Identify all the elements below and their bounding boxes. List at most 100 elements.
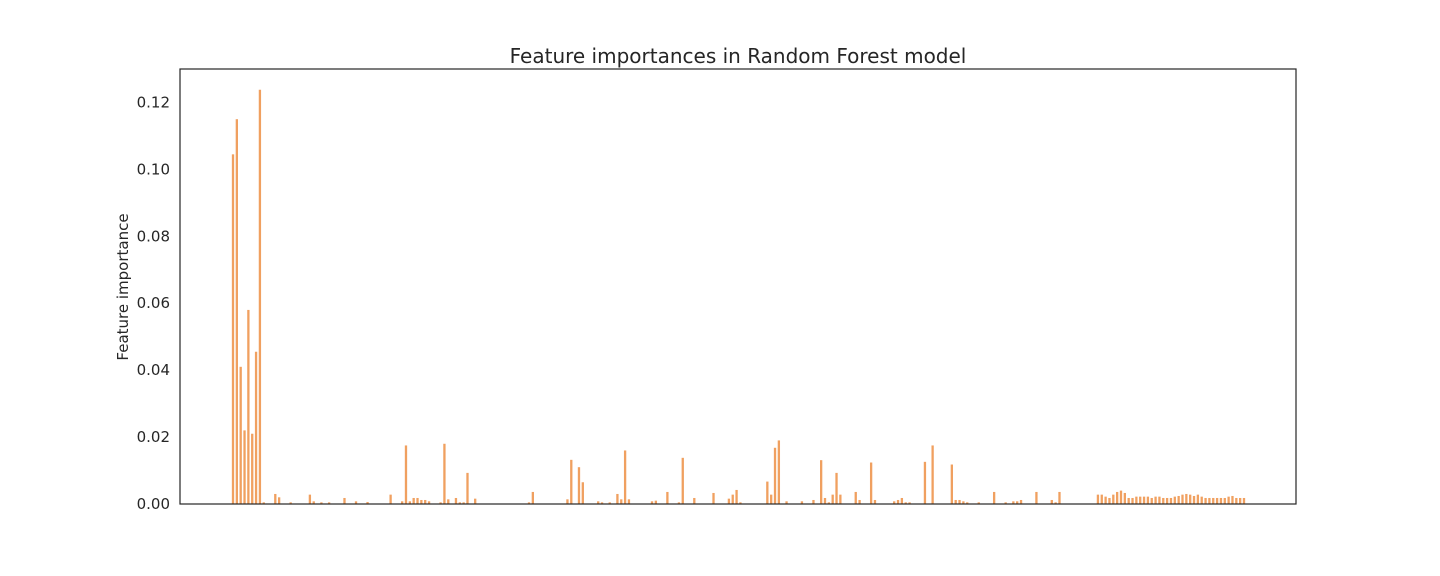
bar [1104,496,1107,504]
bar [770,494,773,504]
bar [608,502,611,504]
bar [831,494,834,504]
bar [950,464,953,504]
bar [527,502,531,504]
bar [289,502,292,504]
bar [1181,494,1184,504]
bar [466,472,469,504]
bar [1004,502,1007,504]
bar [620,499,623,504]
bar [1119,490,1123,504]
bar [1050,499,1053,504]
chart-title: Feature importances in Random Forest mod… [510,44,967,68]
bar [312,501,315,504]
bar [439,502,442,504]
bar [977,502,980,504]
bar [454,497,458,504]
bar [1035,491,1038,504]
bar [389,494,392,504]
bar [416,497,419,504]
y-tick-label: 0.04 [137,361,170,379]
bar [1235,497,1238,504]
bar [839,494,842,504]
bar [1100,494,1103,504]
bar [712,492,715,504]
bar [1108,497,1111,504]
bar [1215,497,1219,504]
bar [908,502,911,504]
bar [1139,496,1142,504]
bar [1142,496,1146,504]
bar [681,457,684,504]
bar [900,497,904,504]
y-tick-label: 0.00 [137,495,170,513]
bar [420,499,423,504]
bar [262,502,265,504]
bar [424,499,427,504]
bar [400,501,404,504]
bar [966,502,969,504]
bar [623,450,627,504]
bar [1127,497,1130,504]
bar [800,501,804,504]
bar [1058,491,1061,504]
bar [327,502,331,504]
bar [254,351,258,504]
bar [1212,497,1215,504]
bar [693,497,696,504]
bar [427,501,431,504]
bar [570,459,573,504]
bar [666,491,669,504]
bar [320,502,323,504]
bar [1135,496,1138,504]
bar [627,499,631,504]
bar [873,499,877,504]
bar [812,499,815,504]
bar [958,499,961,504]
bar [577,467,581,504]
bar [1192,495,1196,504]
bar [827,502,830,504]
bar [1185,493,1188,504]
bar [1115,491,1119,504]
bar [1112,494,1115,504]
bar [654,500,658,504]
bar [1169,497,1173,504]
bar [858,499,861,504]
bar [1012,501,1015,504]
bar [231,154,235,504]
bar [820,460,823,504]
bar [1016,501,1019,504]
bar [462,502,465,504]
bar [650,501,654,504]
bar [893,501,896,504]
bar [1158,496,1161,504]
bar [1096,494,1100,504]
bar [408,501,411,504]
bar [1146,496,1150,504]
bar [1150,497,1153,504]
bar [1189,494,1192,504]
bar [600,502,604,504]
bar [1200,496,1203,504]
bar [954,499,957,504]
bar [412,497,415,504]
bar [731,494,734,504]
bar [869,462,873,504]
bar [1239,497,1242,504]
bar [235,119,238,504]
bar [735,489,738,504]
bar-series [231,89,1246,504]
bar [1019,499,1023,504]
bar [1123,492,1126,504]
bar [566,499,569,504]
bar [274,493,277,504]
y-tick-label: 0.12 [137,93,170,111]
bar [854,491,857,504]
bar [1054,502,1057,504]
bar [1219,497,1223,504]
bar [531,491,534,504]
y-tick-label: 0.02 [137,428,170,446]
bar [1154,496,1157,504]
